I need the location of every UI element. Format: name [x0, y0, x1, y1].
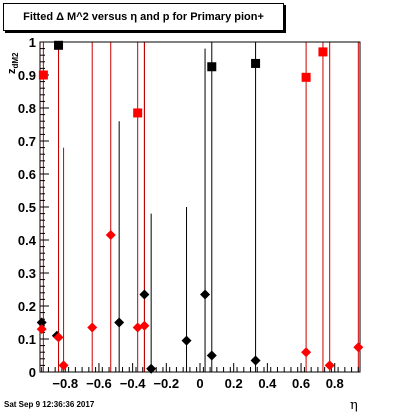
x-tick-label: 0 [196, 376, 203, 391]
y-tick-label: 0.5 [18, 200, 36, 215]
x-tick-label: 0.6 [292, 376, 310, 391]
y-tick-label: 1 [29, 35, 36, 50]
y-axis-title-text: zdM2 [6, 52, 21, 75]
y-tick-label: 0.6 [18, 167, 36, 182]
marker-red-square-3 [318, 47, 328, 57]
y-tick-label: 0.4 [18, 233, 37, 248]
marker-red-diamond-1 [53, 332, 64, 343]
footer-timestamp: Sat Sep 9 12:36:36 2017 [4, 400, 95, 409]
x-tick-label: −0.4 [120, 376, 146, 391]
marker-red-square-1 [133, 108, 143, 118]
markers-layer [36, 40, 364, 374]
marker-red-diamond-9 [353, 342, 364, 353]
x-axis-title: η [350, 398, 358, 413]
x-tick-label: 0.8 [326, 376, 344, 391]
marker-red-diamond-8 [324, 360, 335, 371]
marker-red-square-2 [301, 72, 311, 82]
chart-title: Fitted Δ M^2 versus η and p for Primary … [3, 3, 284, 31]
x-tick-label: 0.2 [225, 376, 243, 391]
marker-black-diamond-0 [36, 317, 47, 328]
marker-black-diamond-8 [250, 355, 261, 366]
y-axis-title: zdM2 [4, 52, 24, 82]
tick-labels-layer: 0 0.1 0.2 0.3 0.4 0.5 0.6 0.7 0.8 0.9 1 −0.8 −0.6 −0.… [18, 35, 344, 391]
marker-black-diamond-6 [200, 289, 211, 300]
x-tick-label: −0.2 [153, 376, 179, 391]
marker-red-diamond-7 [301, 347, 312, 358]
marker-red-diamond-6 [139, 320, 150, 331]
marker-black-square-0 [54, 40, 64, 50]
marker-black-square-1 [207, 62, 217, 72]
y-tick-label: 0 [29, 365, 36, 380]
x-tick-label: 0.4 [258, 376, 277, 391]
marker-red-diamond-0 [36, 324, 47, 335]
marker-red-diamond-2 [58, 360, 69, 371]
marker-black-diamond-2 [114, 317, 125, 328]
marker-red-square-0 [38, 70, 48, 80]
y-tick-label: 0.1 [18, 332, 36, 347]
x-tick-label: −0.8 [52, 376, 78, 391]
y-tick-label: 0.2 [18, 299, 36, 314]
y-tick-label: 0.9 [18, 68, 36, 83]
error-bars-layer [42, 42, 359, 372]
marker-black-diamond-3 [139, 289, 150, 300]
x-tick-label: −0.6 [86, 376, 112, 391]
y-tick-label: 0.3 [18, 266, 36, 281]
y-tick-label: 0.8 [18, 101, 36, 116]
marker-black-diamond-4 [146, 363, 157, 374]
y-tick-label: 0.7 [18, 134, 36, 149]
axes-frame [39, 41, 361, 373]
marker-black-diamond-7 [206, 350, 217, 361]
marker-red-diamond-5 [132, 322, 143, 333]
marker-red-diamond-4 [105, 230, 116, 241]
axis-ticks-layer [40, 41, 359, 373]
marker-black-square-2 [251, 58, 261, 68]
marker-black-diamond-5 [181, 335, 192, 346]
marker-red-diamond-3 [87, 322, 98, 333]
plot-frame [39, 41, 361, 373]
